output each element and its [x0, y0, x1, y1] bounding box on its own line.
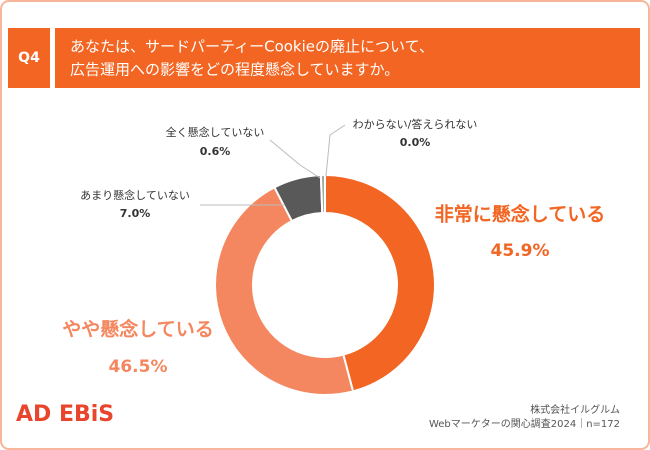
leader-line: [325, 124, 346, 177]
source: Webマーケターの関心調査2024｜n=172: [429, 417, 620, 430]
category-label: やや懸念している: [62, 318, 213, 341]
value-label: 7.0%: [120, 207, 151, 220]
value-label: 0.6%: [200, 145, 231, 158]
title-line: 広告運用への影響をどの程度懸念していますか。: [70, 61, 399, 79]
question-box: [8, 28, 50, 88]
value-label: 46.5%: [109, 357, 168, 377]
category-label: 全く懸念していない: [166, 125, 265, 139]
source: 株式会社イルグルム: [530, 403, 620, 416]
leader-line: [269, 139, 321, 179]
donut-slice: [214, 185, 355, 396]
title-line: あなたは、サードパーティーCookieの廃止について、: [70, 38, 434, 56]
donut-slice: [324, 173, 436, 393]
category-label: 非常に懸念している: [435, 203, 605, 226]
value-label: 0.0%: [400, 136, 431, 149]
question-label: Q4: [18, 50, 40, 66]
logo: AD EBiS: [16, 402, 114, 427]
category-label: わからない/答えられない: [353, 117, 478, 131]
value-label: 45.9%: [491, 241, 550, 261]
category-label: あまり懸念していない: [80, 188, 190, 202]
title-box: [55, 28, 640, 88]
